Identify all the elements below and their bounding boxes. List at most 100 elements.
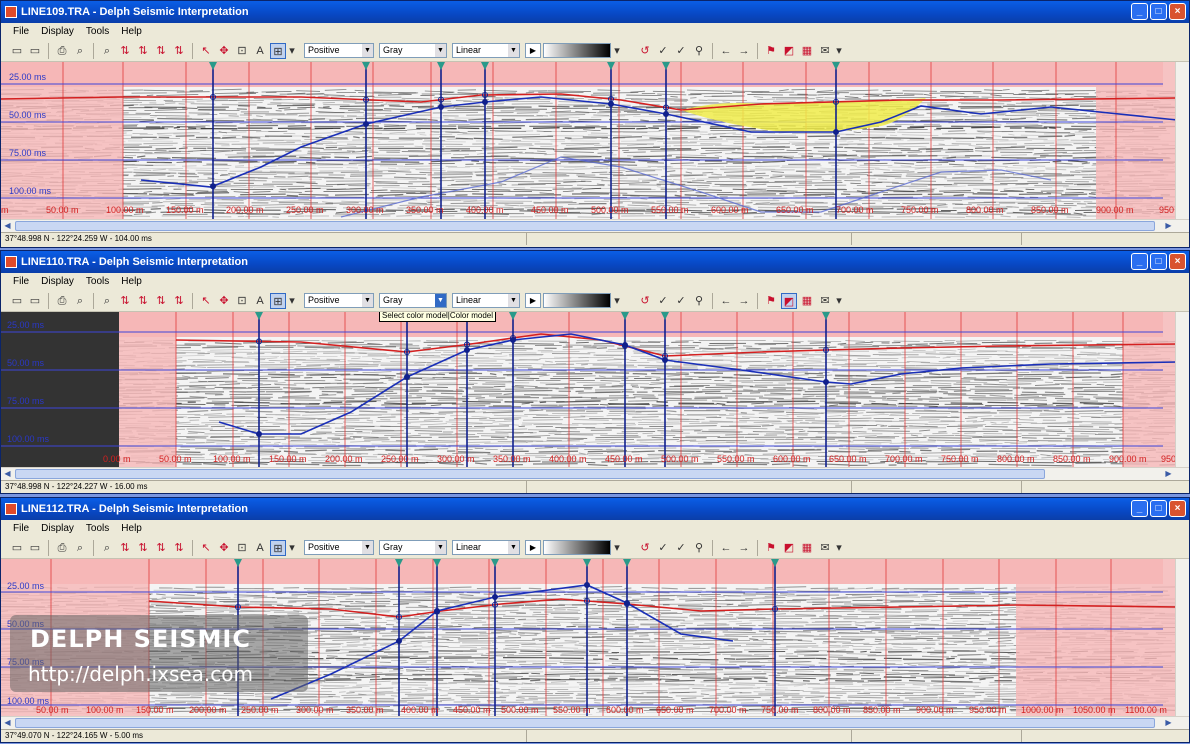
menu-tools[interactable]: Tools bbox=[85, 26, 110, 37]
mail-icon[interactable]: ✉ bbox=[820, 294, 830, 307]
pointer-icon[interactable]: ↖ bbox=[201, 44, 211, 57]
scale-icon[interactable]: ⊞ bbox=[270, 42, 286, 59]
check-icon[interactable]: ✓ bbox=[658, 541, 668, 554]
minimize-button[interactable]: _ bbox=[1131, 253, 1148, 270]
print-icon[interactable]: ⎙ bbox=[57, 44, 67, 57]
close-button[interactable]: × bbox=[1169, 253, 1186, 270]
seismic-section[interactable]: 25.00 ms 50.00 ms 75.00 ms 100.00 msm 50.00 … bbox=[1, 62, 1189, 219]
horizontal-scrollbar[interactable]: ◀ ▶ bbox=[1, 219, 1189, 232]
zoom-window-icon[interactable]: ⊡ bbox=[237, 294, 247, 307]
horizon-edit-icon[interactable]: ⇅ bbox=[138, 294, 148, 307]
scroll-left-icon[interactable]: ◀ bbox=[4, 221, 11, 230]
mail-icon[interactable]: ✉ bbox=[820, 541, 830, 554]
print-icon[interactable]: ⎙ bbox=[57, 294, 67, 307]
menu-tools[interactable]: Tools bbox=[85, 523, 110, 534]
scroll-left-icon[interactable]: ◀ bbox=[4, 718, 11, 727]
back-arrow-icon[interactable]: ← bbox=[720, 44, 732, 57]
horizontal-scrollbar[interactable]: ◀ ▶ bbox=[1, 716, 1189, 729]
flag-icon[interactable]: ⚑ bbox=[766, 294, 776, 307]
mail-icon[interactable]: ✉ bbox=[820, 44, 830, 57]
menu-file[interactable]: File bbox=[13, 523, 30, 534]
horizon-edit-icon[interactable]: ⇅ bbox=[138, 44, 148, 57]
grid-icon[interactable]: ▦ bbox=[801, 294, 813, 307]
dropdown-icon[interactable]: ▾ bbox=[836, 294, 842, 307]
check-all-icon[interactable]: ✓ bbox=[676, 541, 686, 554]
horizontal-scrollbar[interactable]: ◀ ▶ bbox=[1, 467, 1189, 480]
check-all-icon[interactable]: ✓ bbox=[676, 294, 686, 307]
flag-icon[interactable]: ⚑ bbox=[766, 541, 776, 554]
check-icon[interactable]: ✓ bbox=[658, 44, 668, 57]
back-arrow-icon[interactable]: ← bbox=[720, 294, 732, 307]
scale-select[interactable]: Linear ▼ bbox=[452, 540, 520, 555]
vertical-scrollbar[interactable] bbox=[1175, 559, 1189, 716]
measure-icon[interactable]: A bbox=[256, 294, 264, 307]
scale-icon[interactable]: ⊞ bbox=[270, 539, 286, 556]
vertical-scrollbar[interactable] bbox=[1175, 312, 1189, 467]
color-ramp[interactable] bbox=[543, 293, 611, 308]
menu-display[interactable]: Display bbox=[41, 276, 74, 287]
menu-display[interactable]: Display bbox=[41, 26, 74, 37]
horizon-add-icon[interactable]: ⇅ bbox=[120, 541, 130, 554]
zoom-icon[interactable]: ⌕ bbox=[103, 44, 111, 57]
zoom-window-icon[interactable]: ⊡ bbox=[237, 44, 247, 57]
save-file-icon[interactable]: ▭ bbox=[29, 44, 41, 57]
seismic-section[interactable]: 25.00 ms 50.00 ms 75.00 ms 100.00 ms 0.00 m 5… bbox=[1, 312, 1189, 467]
maximize-button[interactable]: □ bbox=[1150, 253, 1167, 270]
color-model-select[interactable]: Gray ▼ bbox=[379, 540, 447, 555]
measure-icon[interactable]: A bbox=[256, 44, 264, 57]
scroll-right-icon[interactable]: ▶ bbox=[1165, 469, 1172, 478]
scroll-right-icon[interactable]: ▶ bbox=[1165, 718, 1172, 727]
scroll-right-icon[interactable]: ▶ bbox=[1165, 221, 1172, 230]
menu-tools[interactable]: Tools bbox=[85, 276, 110, 287]
horizon-add-icon[interactable]: ⇅ bbox=[120, 44, 130, 57]
play-icon[interactable]: ▶ bbox=[525, 293, 541, 308]
forward-arrow-icon[interactable]: → bbox=[738, 541, 750, 554]
scale-select[interactable]: Linear ▼ bbox=[452, 293, 520, 308]
maximize-button[interactable]: □ bbox=[1150, 3, 1167, 20]
dropdown-icon[interactable]: ▾ bbox=[289, 541, 295, 554]
maximize-button[interactable]: □ bbox=[1150, 500, 1167, 517]
stamp-icon[interactable]: ⚲ bbox=[694, 541, 704, 554]
chart-icon[interactable]: ◩ bbox=[783, 541, 795, 554]
print-preview-icon[interactable]: ⌕ bbox=[76, 541, 84, 554]
polarity-select[interactable]: Positive ▼ bbox=[304, 43, 374, 58]
save-file-icon[interactable]: ▭ bbox=[29, 294, 41, 307]
open-file-icon[interactable]: ▭ bbox=[11, 541, 23, 554]
horizon-delete-icon[interactable]: ⇅ bbox=[174, 294, 184, 307]
pointer-icon[interactable]: ↖ bbox=[201, 294, 211, 307]
dropdown-icon[interactable]: ▾ bbox=[289, 44, 295, 57]
zoom-icon[interactable]: ⌕ bbox=[103, 541, 111, 554]
save-file-icon[interactable]: ▭ bbox=[29, 541, 41, 554]
dropdown-icon[interactable]: ▾ bbox=[836, 44, 842, 57]
scroll-thumb[interactable] bbox=[15, 221, 1155, 231]
horizon-delete-icon[interactable]: ⇅ bbox=[174, 541, 184, 554]
minimize-button[interactable]: _ bbox=[1131, 500, 1148, 517]
back-arrow-icon[interactable]: ← bbox=[720, 541, 732, 554]
measure-icon[interactable]: A bbox=[256, 541, 264, 554]
close-button[interactable]: × bbox=[1169, 3, 1186, 20]
color-model-select[interactable]: Gray ▼ bbox=[379, 293, 447, 308]
color-ramp[interactable] bbox=[543, 43, 611, 58]
undo-icon[interactable]: ↺ bbox=[640, 541, 650, 554]
seismic-view[interactable]: 25.00 ms 50.00 ms 75.00 ms 100.00 ms 0.00 m 5… bbox=[1, 312, 1189, 467]
forward-arrow-icon[interactable]: → bbox=[738, 44, 750, 57]
dropdown-icon[interactable]: ▾ bbox=[614, 294, 620, 307]
chart-icon[interactable]: ◩ bbox=[781, 292, 797, 309]
flag-icon[interactable]: ⚑ bbox=[766, 44, 776, 57]
dropdown-icon[interactable]: ▾ bbox=[289, 294, 295, 307]
horizon-delete-icon[interactable]: ⇅ bbox=[174, 44, 184, 57]
play-icon[interactable]: ▶ bbox=[525, 540, 541, 555]
zoom-icon[interactable]: ⌕ bbox=[103, 294, 111, 307]
title-bar[interactable]: LINE109.TRA - Delph Seismic Interpretati… bbox=[1, 1, 1189, 23]
title-bar[interactable]: LINE112.TRA - Delph Seismic Interpretati… bbox=[1, 498, 1189, 520]
move-icon[interactable]: ✥ bbox=[219, 541, 229, 554]
pointer-icon[interactable]: ↖ bbox=[201, 541, 211, 554]
print-preview-icon[interactable]: ⌕ bbox=[76, 294, 84, 307]
dropdown-icon[interactable]: ▾ bbox=[614, 541, 620, 554]
horizon-edit-icon[interactable]: ⇅ bbox=[138, 541, 148, 554]
chart-icon[interactable]: ◩ bbox=[783, 44, 795, 57]
scale-icon[interactable]: ⊞ bbox=[270, 292, 286, 309]
open-file-icon[interactable]: ▭ bbox=[11, 294, 23, 307]
menu-file[interactable]: File bbox=[13, 276, 30, 287]
scroll-thumb[interactable] bbox=[15, 718, 1155, 728]
